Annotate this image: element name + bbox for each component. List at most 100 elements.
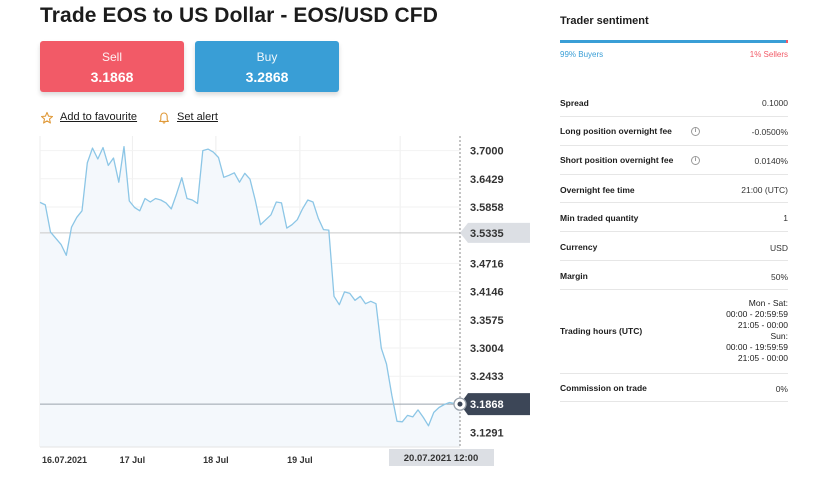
x-tick-label: 18 Jul bbox=[203, 455, 229, 465]
data-point bbox=[360, 296, 361, 297]
data-point bbox=[333, 296, 334, 297]
y-tick-label: 3.3575 bbox=[470, 315, 504, 327]
data-point bbox=[354, 300, 355, 301]
data-point bbox=[375, 303, 376, 304]
data-point bbox=[433, 412, 434, 413]
detail-value: 50% bbox=[770, 272, 788, 282]
data-point bbox=[417, 409, 418, 410]
detail-value: 0.0140% bbox=[754, 156, 788, 166]
page-title: Trade EOS to US Dollar - EOS/USD CFD bbox=[40, 4, 438, 27]
data-point bbox=[381, 348, 382, 349]
data-point bbox=[239, 182, 240, 183]
data-point bbox=[150, 201, 151, 202]
data-point bbox=[92, 148, 93, 149]
data-point bbox=[423, 417, 424, 418]
sentiment-title: Trader sentiment bbox=[560, 15, 649, 27]
data-point bbox=[66, 255, 67, 256]
buy-price: 3.2868 bbox=[245, 69, 289, 85]
current-price-badge bbox=[460, 393, 530, 416]
detail-value: -0.0500% bbox=[751, 127, 788, 137]
trading-hours-line: Mon - Sat: bbox=[748, 298, 788, 308]
y-tick-label: 3.4146 bbox=[470, 287, 504, 299]
x-tick-label: 16.07.2021 bbox=[42, 455, 87, 465]
data-point bbox=[87, 162, 88, 163]
data-point bbox=[165, 202, 166, 203]
trading-hours-line: Sun: bbox=[770, 331, 789, 341]
data-point bbox=[412, 416, 413, 417]
price-chart[interactable]: 3.7000 3.6429 3.5858 3.4716 3.4146 3.3575 3.30… bbox=[0, 136, 540, 476]
sell-button[interactable]: Sell 3.1868 bbox=[40, 41, 184, 92]
data-point bbox=[286, 228, 287, 229]
data-point bbox=[192, 199, 193, 200]
sentiment-bar bbox=[560, 40, 788, 43]
buy-button[interactable]: Buy 3.2868 bbox=[195, 41, 339, 92]
detail-key: Short position overnight fee bbox=[560, 155, 674, 165]
data-point bbox=[323, 229, 324, 230]
detail-key: Spread bbox=[560, 98, 589, 108]
star-icon[interactable] bbox=[40, 111, 54, 125]
data-point bbox=[339, 304, 340, 305]
series-area bbox=[40, 146, 460, 447]
detail-key: Currency bbox=[560, 242, 598, 252]
bell-icon[interactable] bbox=[157, 111, 171, 125]
x-tick-label: 19 Jul bbox=[287, 455, 313, 465]
detail-value: 21:00 (UTC) bbox=[741, 185, 788, 195]
data-point bbox=[45, 204, 46, 205]
detail-key: Overnight fee time bbox=[560, 185, 635, 195]
data-point bbox=[396, 421, 397, 422]
data-point bbox=[328, 230, 329, 231]
last-price-marker-dot bbox=[457, 401, 463, 407]
data-point bbox=[155, 198, 156, 199]
data-point bbox=[449, 402, 450, 403]
detail-key: Long position overnight fee bbox=[560, 126, 672, 136]
data-point bbox=[134, 207, 135, 208]
data-point bbox=[213, 151, 214, 152]
ref-price-label: 3.5335 bbox=[470, 228, 504, 240]
data-point bbox=[123, 146, 124, 147]
data-point bbox=[281, 202, 282, 203]
data-point bbox=[276, 201, 277, 202]
data-point bbox=[307, 199, 308, 200]
price-chart-svg[interactable]: 3.7000 3.6429 3.5858 3.4716 3.4146 3.3575 3.30… bbox=[0, 136, 540, 476]
add-to-favourite-link[interactable]: Add to favourite bbox=[60, 111, 138, 123]
y-tick-label: 3.7000 bbox=[470, 146, 504, 158]
set-alert-link[interactable]: Set alert bbox=[177, 111, 218, 123]
data-point bbox=[244, 173, 245, 174]
data-point bbox=[218, 157, 219, 158]
data-point bbox=[228, 175, 229, 176]
data-point bbox=[71, 227, 72, 228]
data-point bbox=[260, 224, 261, 225]
data-point bbox=[223, 177, 224, 178]
data-point bbox=[186, 198, 187, 199]
detail-value: 0% bbox=[775, 384, 788, 394]
series-line bbox=[39, 145, 461, 427]
ref-price-badge bbox=[460, 222, 530, 243]
data-point bbox=[265, 219, 266, 220]
info-icon[interactable]: i bbox=[691, 156, 700, 165]
detail-value: 0.1000 bbox=[762, 98, 788, 108]
detail-key: Margin bbox=[560, 271, 588, 281]
data-point bbox=[270, 214, 271, 215]
sell-price: 3.1868 bbox=[90, 69, 134, 85]
trading-hours-line: 21:05 - 00:00 bbox=[737, 320, 788, 330]
data-point bbox=[39, 202, 40, 203]
info-icon[interactable]: i bbox=[691, 127, 700, 136]
detail-row-commission: Commission on trade 0% bbox=[560, 374, 788, 402]
data-point bbox=[407, 415, 408, 416]
data-point bbox=[102, 147, 103, 148]
detail-row-min-quantity: Min traded quantity 1 bbox=[560, 203, 788, 232]
y-tick-label: 3.5858 bbox=[470, 202, 504, 214]
data-point bbox=[129, 200, 130, 201]
data-point bbox=[202, 150, 203, 151]
trading-hours-value: Mon - Sat: 00:00 - 20:59:59 21:05 - 00:0… bbox=[726, 298, 788, 364]
detail-key: Trading hours (UTC) bbox=[560, 326, 643, 336]
data-point bbox=[176, 193, 177, 194]
data-point bbox=[318, 218, 319, 219]
data-point bbox=[365, 303, 366, 304]
data-point bbox=[171, 208, 172, 209]
detail-row-fee-time: Overnight fee time 21:00 (UTC) bbox=[560, 175, 788, 203]
trading-hours-line: 00:00 - 19:59:59 bbox=[726, 342, 788, 352]
data-point bbox=[50, 231, 51, 232]
detail-row-long-fee: Long position overnight fee i -0.0500% bbox=[560, 117, 788, 146]
data-point bbox=[97, 158, 98, 159]
